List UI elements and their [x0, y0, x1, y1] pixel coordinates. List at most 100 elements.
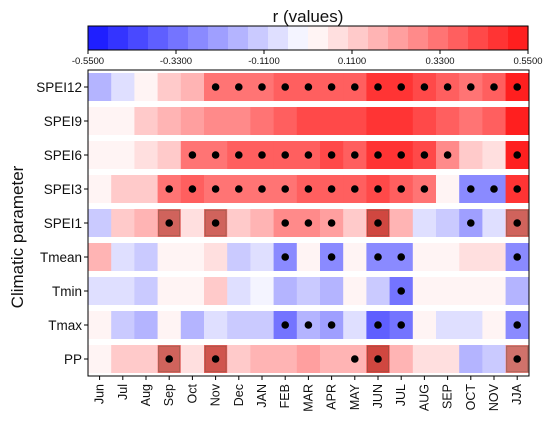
significance-dot — [211, 355, 220, 363]
colorbar-step — [128, 26, 149, 50]
heatmap-cell — [250, 311, 274, 339]
heatmap-cell — [180, 209, 205, 237]
significance-dot — [165, 185, 173, 193]
significance-dot — [490, 83, 498, 91]
colorbar-step — [248, 26, 269, 50]
significance-dot — [188, 151, 197, 159]
heatmap-cell — [250, 277, 274, 305]
heatmap-cell — [273, 277, 298, 305]
heatmap-cell — [111, 311, 135, 339]
heatmap-cell — [250, 107, 274, 135]
x-tick-label: Aug — [139, 384, 153, 406]
significance-dot — [467, 83, 475, 91]
x-tick-label: OCT — [464, 384, 478, 411]
heatmap-cell — [204, 311, 228, 339]
significance-dot — [374, 355, 382, 363]
significance-dot — [374, 83, 382, 91]
heatmap-cell — [296, 345, 321, 373]
significance-dot — [397, 83, 406, 91]
significance-dot — [327, 83, 336, 91]
heatmap-cell — [250, 345, 274, 373]
x-tick-label: AUG — [417, 384, 431, 411]
heatmap-cell — [180, 277, 205, 305]
heatmap-cell — [459, 141, 483, 169]
heatmap-cell — [436, 311, 460, 339]
heatmap-cell — [412, 209, 437, 237]
colorbar-step — [508, 26, 529, 50]
significance-dot — [374, 219, 382, 227]
heatmap-cell — [366, 107, 390, 135]
significance-dot — [211, 83, 220, 91]
significance-dot — [351, 185, 359, 193]
heatmap-cell — [482, 243, 506, 271]
heatmap-cell — [273, 107, 298, 135]
heatmap-cell — [180, 107, 205, 135]
significance-dot — [443, 151, 452, 159]
heatmap-cell — [88, 277, 112, 305]
significance-dot — [397, 253, 406, 261]
significance-dot — [374, 321, 382, 329]
significance-dot — [188, 185, 197, 193]
significance-dot — [281, 185, 290, 193]
heatmap-cell — [111, 345, 135, 373]
colorbar-step — [188, 26, 209, 50]
heatmap-cell — [88, 345, 112, 373]
x-tick-label: FEB — [278, 384, 292, 408]
significance-dot — [513, 219, 521, 227]
heatmap-cell — [134, 345, 158, 373]
heatmap-cell — [482, 209, 506, 237]
heatmap-cell — [273, 345, 298, 373]
significance-dot — [513, 83, 521, 91]
heatmap-cell — [227, 345, 251, 373]
heatmap-cell — [296, 107, 321, 135]
y-tick-label: SPEI3 — [44, 182, 82, 197]
heatmap-cell — [436, 107, 460, 135]
colorbar-cells — [88, 26, 529, 50]
heatmap-cell — [134, 209, 158, 237]
heatmap-cell — [204, 243, 228, 271]
colorbar-step — [348, 26, 369, 50]
significance-dot — [327, 151, 336, 159]
heatmap-cell — [412, 107, 437, 135]
heatmap-cell — [180, 311, 205, 339]
heatmap-cell — [88, 175, 112, 203]
significance-dot — [258, 151, 266, 159]
x-tick-label: Dec — [232, 384, 246, 406]
heatmap-cell — [88, 141, 112, 169]
heatmap-cell — [250, 209, 274, 237]
heatmap-cell — [180, 73, 205, 101]
x-tick-label: JJA — [510, 383, 524, 405]
x-tick-label: SEP — [441, 384, 455, 409]
heatmap-cell — [482, 311, 506, 339]
heatmap-cell — [111, 107, 135, 135]
heatmap-cell — [412, 277, 437, 305]
heatmap-cell — [412, 243, 437, 271]
y-tick-label: Tmax — [48, 318, 82, 333]
significance-dot — [513, 185, 521, 193]
heatmap-cell — [343, 107, 367, 135]
heatmap-cell — [459, 243, 483, 271]
colorbar-frame — [87, 25, 529, 51]
heatmap-cell — [111, 209, 135, 237]
x-tick-label: JUN — [371, 384, 385, 408]
significance-dot — [211, 151, 220, 159]
heatmap-cell — [436, 345, 460, 373]
heatmap-cell — [111, 141, 135, 169]
significance-dot — [281, 253, 290, 261]
significance-dot — [351, 355, 359, 363]
x-tick-label: MAY — [348, 383, 362, 410]
x-tick-label: Nov — [209, 383, 223, 406]
heatmap-cell — [320, 277, 344, 305]
colorbar-step — [288, 26, 309, 50]
heatmap-cell — [366, 277, 390, 305]
significance-dot — [281, 151, 290, 159]
colorbar-tick-label: 0.1100 — [338, 56, 366, 67]
heatmap-cell — [180, 243, 205, 271]
heatmap-cell — [134, 107, 158, 135]
heatmap-cell — [459, 107, 483, 135]
heatmap-cell — [343, 277, 367, 305]
heatmap-cell — [134, 277, 158, 305]
heatmap-cell — [343, 311, 367, 339]
heatmap-cell — [482, 277, 506, 305]
colorbar-step — [88, 26, 109, 50]
